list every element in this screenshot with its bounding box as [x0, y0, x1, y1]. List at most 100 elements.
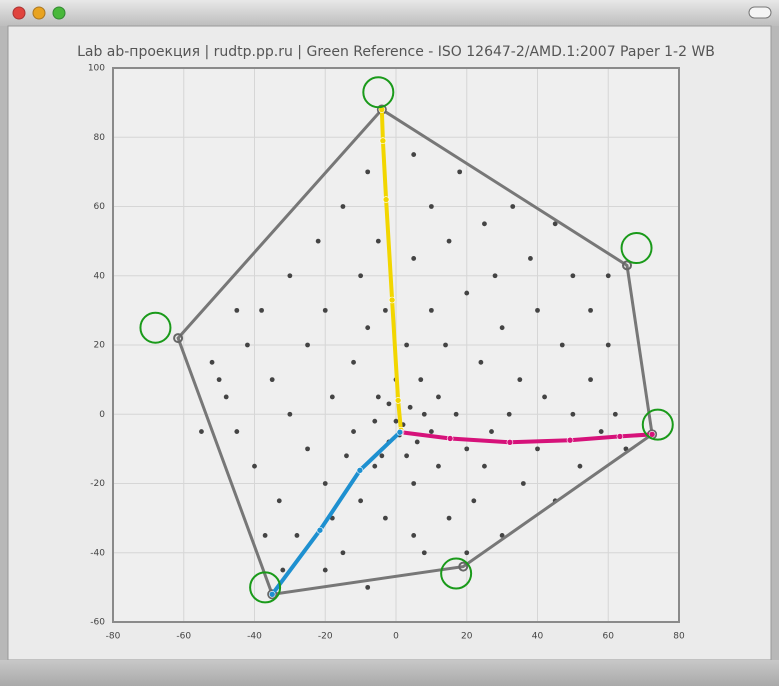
- x-tick-label: -40: [247, 632, 262, 642]
- scatter-point: [471, 498, 477, 504]
- reference-ring: [139, 311, 172, 344]
- scatter-point: [457, 169, 463, 175]
- reference-ring: [249, 571, 282, 604]
- scatter-point: [421, 411, 427, 417]
- scatter-point: [315, 238, 321, 244]
- scatter-point: [234, 307, 240, 313]
- toolbar-button[interactable]: [748, 6, 772, 19]
- scatter-point: [552, 221, 558, 227]
- scatter-point: [499, 533, 505, 538]
- scatter-point: [305, 342, 310, 348]
- scatter-point: [489, 429, 494, 434]
- scatter-point: [411, 256, 417, 261]
- reference-ring: [620, 232, 653, 265]
- gamut-outline: [176, 107, 654, 596]
- scatter-point: [443, 342, 448, 348]
- scatter-point: [209, 359, 215, 365]
- scatter-point: [404, 342, 410, 348]
- gamut-vertex: [267, 589, 278, 600]
- scatter-point: [382, 307, 388, 313]
- ramp-line: [379, 107, 403, 433]
- scatter-point: [414, 439, 420, 445]
- scatter-point: [252, 463, 257, 469]
- minimize-button[interactable]: [32, 6, 46, 20]
- chart-title: Lab ab-проекция | rudtp.pp.ru | Green Re…: [77, 44, 715, 60]
- scatter-point: [577, 463, 583, 469]
- reference-ring: [440, 557, 473, 590]
- scatter-point: [358, 273, 364, 279]
- ramp-point: [396, 428, 404, 436]
- scatter-point: [478, 359, 484, 365]
- reference-ring: [362, 76, 395, 109]
- scatter-point: [375, 394, 381, 400]
- scatter-point: [276, 498, 282, 504]
- scatter-point: [382, 515, 388, 521]
- scatter-point: [269, 377, 275, 383]
- scatter-point: [570, 273, 576, 279]
- ramp-point: [388, 296, 396, 304]
- ramp-line: [398, 430, 655, 445]
- scatter-point: [329, 394, 335, 400]
- scatter-point: [542, 394, 547, 400]
- plot: -80 -60 -40 -20 0 20 40 60 80-60-40-200204060801…: [88, 64, 685, 642]
- scatter-point: [393, 418, 399, 424]
- scatter-point: [294, 533, 300, 538]
- y-tick-label: 0: [99, 410, 105, 420]
- scatter-point: [482, 221, 487, 227]
- gamut-vertex: [458, 561, 469, 572]
- scatter-point: [464, 446, 470, 452]
- scatter-point: [262, 533, 268, 538]
- x-tick-label: 60: [603, 632, 615, 642]
- x-tick-label: -80: [106, 632, 121, 642]
- scatter-point: [280, 567, 286, 573]
- scatter-point: [612, 411, 618, 417]
- scatter-point: [570, 411, 576, 417]
- y-tick-label: -60: [90, 618, 105, 628]
- scatter-point: [245, 342, 250, 348]
- scatter-point: [322, 481, 328, 486]
- scatter-point: [535, 307, 540, 313]
- scatter-point: [517, 377, 523, 383]
- scatter-point: [351, 359, 356, 365]
- y-tick-label: 80: [94, 133, 106, 143]
- scatter-point: [528, 256, 533, 261]
- bottom-bar: [0, 660, 779, 686]
- ramp-point: [616, 433, 624, 440]
- gamut-vertex: [621, 260, 632, 271]
- ramp-line: [270, 430, 402, 597]
- plot-frame: [112, 67, 680, 623]
- y-tick-label: 40: [94, 271, 106, 281]
- scatter-point: [446, 238, 452, 244]
- y-tick-label: 60: [94, 202, 106, 212]
- y-tick-label: 100: [88, 64, 105, 74]
- scatter-point: [375, 238, 381, 244]
- ramp-point: [446, 435, 454, 442]
- scatter-point: [598, 429, 604, 434]
- x-tick-label: 20: [461, 632, 473, 642]
- zoom-button[interactable]: [52, 6, 66, 20]
- scatter-point: [411, 152, 417, 157]
- close-button[interactable]: [12, 6, 26, 20]
- scatter-point: [404, 453, 410, 459]
- title-bar: [0, 0, 779, 26]
- scatter-point: [234, 429, 240, 434]
- scatter-point: [344, 453, 349, 459]
- y-tick-label: -20: [90, 479, 105, 489]
- scatter-point: [365, 584, 371, 590]
- scatter-point: [199, 429, 204, 434]
- scatter-point: [421, 550, 427, 556]
- scatter-point: [365, 169, 371, 175]
- ramp-point: [566, 436, 574, 444]
- scatter-point: [436, 463, 441, 469]
- x-tick-label: -20: [318, 632, 333, 642]
- scatter-point: [340, 204, 346, 209]
- ramp-point: [379, 137, 387, 145]
- ramp-point: [648, 431, 656, 438]
- scatter-point: [510, 204, 516, 209]
- scatter-point: [372, 463, 378, 469]
- scatter-point: [411, 481, 417, 486]
- scatter-point: [559, 342, 565, 348]
- scatter-point: [386, 401, 392, 407]
- scatter-point: [520, 481, 526, 486]
- ramp-point: [506, 438, 514, 446]
